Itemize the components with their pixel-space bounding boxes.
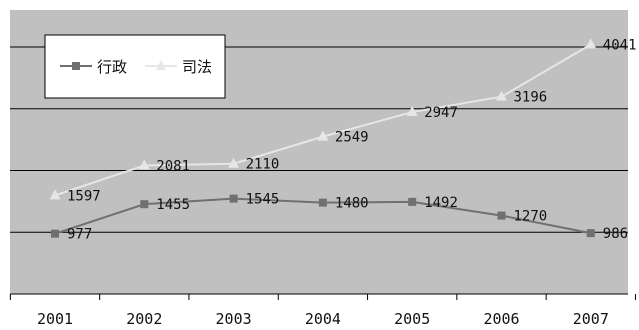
legend: 行政 司法: [44, 34, 226, 99]
series-0-point-4: [408, 197, 417, 206]
series-1-label-2: 2110: [246, 157, 280, 173]
x-ticks: [9, 294, 636, 300]
series-0-label-4: 1492: [424, 195, 458, 211]
series-layer: [49, 38, 597, 238]
series-0-point-0: [51, 229, 59, 238]
x-tick-label-2002: 2002: [126, 310, 162, 328]
series-1-label-6: 4041: [603, 38, 637, 54]
series-1-point-0: [49, 189, 61, 200]
x-tick-label-2007: 2007: [573, 310, 609, 328]
series-0-label-5: 1270: [514, 209, 548, 225]
series-0-point-1: [140, 200, 149, 209]
series-1-point-5: [496, 90, 507, 101]
series-0-label-1: 1455: [156, 197, 190, 213]
series-0-label-3: 1480: [335, 196, 369, 212]
series-1-label-3: 2549: [335, 130, 369, 146]
series-0-label-0: 977: [67, 227, 92, 243]
x-tick-label-2005: 2005: [394, 310, 430, 328]
legend-marker-series-1: [156, 60, 166, 70]
x-tick-label-2006: 2006: [483, 310, 519, 328]
series-1-label-1: 2081: [156, 159, 190, 175]
series-0-point-6: [586, 229, 595, 238]
series-0-point-5: [497, 211, 506, 220]
series-0-label-6: 986: [603, 226, 628, 242]
legend-marker-series-0: [72, 62, 80, 70]
series-1-point-1: [138, 159, 150, 170]
x-tick-label-2004: 2004: [305, 310, 341, 328]
series-1-point-2: [228, 157, 240, 168]
series-1-label-4: 2947: [424, 105, 458, 121]
series-1-label-0: 1597: [67, 188, 101, 204]
series-0-label-2: 1545: [246, 192, 280, 208]
series-1-point-3: [317, 130, 329, 141]
series-0-point-2: [229, 194, 238, 203]
data-labels: 977 1455 1545 1480 1492 1270 986 1597 2081 2110 25…: [67, 38, 637, 243]
x-tick-label-2003: 2003: [216, 310, 252, 328]
series-1-label-5: 3196: [514, 90, 548, 106]
series-1-point-4: [406, 106, 418, 117]
legend-label-series-1: 司法: [182, 58, 212, 76]
legend-label-series-0: 行政: [97, 58, 127, 76]
series-0-point-3: [318, 198, 327, 207]
x-tick-labels: 2001 2002 2003 2004 2005 2006 2007: [37, 310, 609, 328]
x-tick-label-2001: 2001: [37, 310, 73, 328]
series-1-point-6: [585, 38, 597, 49]
